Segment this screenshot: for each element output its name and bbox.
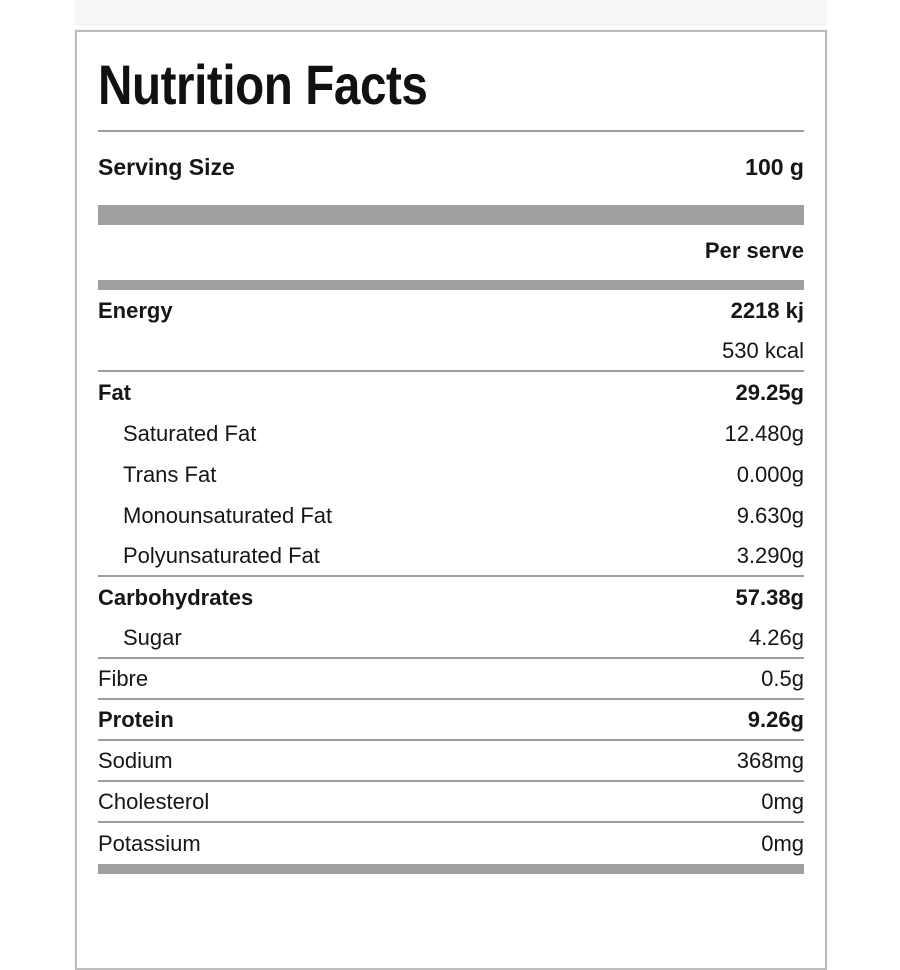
section-separator-bar-thin xyxy=(98,280,804,290)
row-energy: Energy 2218 kj xyxy=(98,290,804,331)
row-trans-fat: Trans Fat 0.000g xyxy=(98,454,804,495)
nutrient-label: Fibre xyxy=(98,665,149,691)
nutrient-value: 12.480g xyxy=(724,420,804,446)
nutrient-label: Fat xyxy=(98,379,131,405)
per-serve-column-header: Per serve xyxy=(704,238,804,263)
row-sugar: Sugar 4.26g xyxy=(98,618,804,659)
nutrient-label: Saturated Fat xyxy=(123,420,257,446)
nutrient-value: 57.38g xyxy=(735,584,805,610)
nutrient-label: Sodium xyxy=(98,747,173,773)
nutrient-label: Cholesterol xyxy=(98,788,210,814)
column-header-row: Per serve xyxy=(98,225,804,277)
nutrient-value: 9.26g xyxy=(747,706,804,732)
nutrient-label: Sugar xyxy=(123,624,182,650)
row-potassium: Potassium 0mg xyxy=(98,823,804,864)
nutrition-facts-title: Nutrition Facts xyxy=(98,53,428,116)
nutrient-value: 0.000g xyxy=(736,461,804,487)
nutrient-value: 9.630g xyxy=(736,502,804,528)
serving-size-value: 100 g xyxy=(745,153,804,180)
nutrient-value: 368mg xyxy=(736,747,804,773)
section-separator-bar-thick xyxy=(98,205,804,225)
nutrient-label: Potassium xyxy=(98,830,201,856)
nutrient-value: 530 kcal xyxy=(722,337,804,363)
row-saturated-fat: Saturated Fat 12.480g xyxy=(98,413,804,454)
row-energy-kcal: 530 kcal xyxy=(98,331,804,372)
row-fibre: Fibre 0.5g xyxy=(98,659,804,700)
previous-card-bottom-edge xyxy=(75,0,827,24)
row-carbohydrates: Carbohydrates 57.38g xyxy=(98,577,804,618)
nutrition-facts-card: Nutrition Facts Serving Size 100 g Per s… xyxy=(75,30,827,970)
row-sodium: Sodium 368mg xyxy=(98,741,804,782)
nutrient-value: 3.290g xyxy=(736,542,804,568)
nutrient-label: Carbohydrates xyxy=(98,584,254,610)
nutrient-value: 0mg xyxy=(761,788,804,814)
nutrient-label: Monounsaturated Fat xyxy=(123,502,333,528)
row-protein: Protein 9.26g xyxy=(98,700,804,741)
nutrient-label: Trans Fat xyxy=(123,461,217,487)
nutrient-label: Energy xyxy=(98,297,173,323)
nutrient-value: 2218 kj xyxy=(730,297,804,323)
bottom-separator-bar xyxy=(98,864,804,874)
nutrient-value: 29.25g xyxy=(735,379,805,405)
title-divider xyxy=(98,130,804,132)
row-polyunsaturated-fat: Polyunsaturated Fat 3.290g xyxy=(98,536,804,577)
nutrient-label: Protein xyxy=(98,706,174,732)
serving-size-row: Serving Size 100 g xyxy=(98,142,804,192)
nutrient-value: 4.26g xyxy=(748,624,804,650)
row-fat: Fat 29.25g xyxy=(98,372,804,413)
nutrient-label: Polyunsaturated Fat xyxy=(123,542,320,568)
nutrient-value: 0.5g xyxy=(761,665,804,691)
nutrient-value: 0mg xyxy=(761,830,804,856)
row-cholesterol: Cholesterol 0mg xyxy=(98,782,804,823)
row-monounsaturated-fat: Monounsaturated Fat 9.630g xyxy=(98,495,804,536)
serving-size-label: Serving Size xyxy=(98,153,235,180)
